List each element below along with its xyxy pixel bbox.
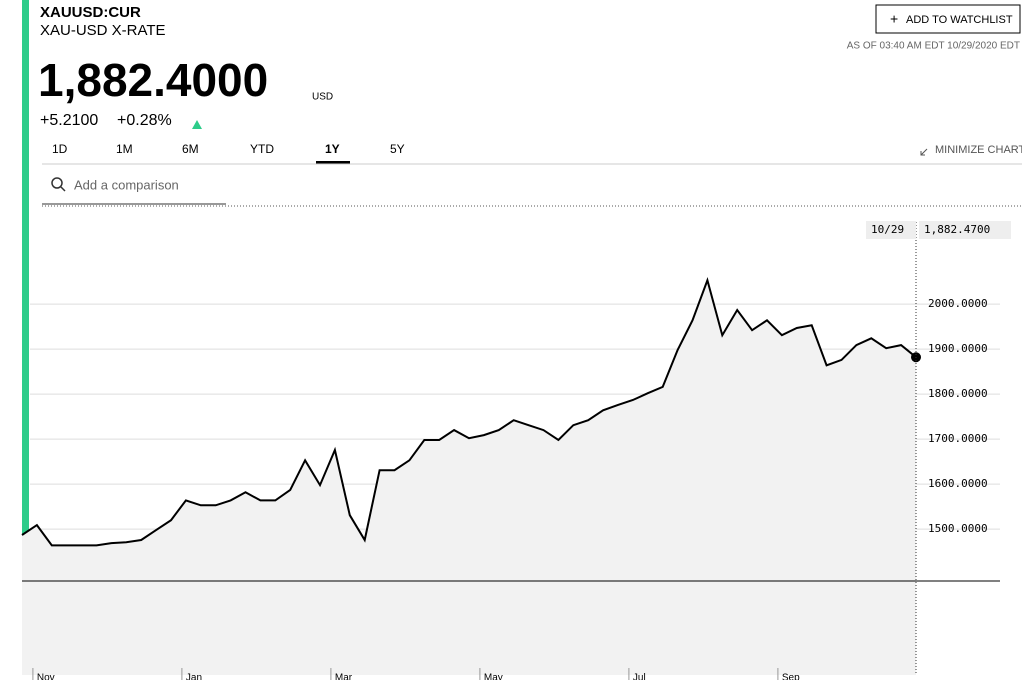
x-tick-label: May [484, 673, 503, 680]
change-percent: +0.28% [117, 112, 172, 129]
search-icon-handle [60, 186, 66, 192]
currency: USD [312, 92, 333, 103]
plot: BloombergMarkets1500.00001600.00001700.0… [21, 221, 1011, 680]
range-tab[interactable]: YTD [250, 142, 274, 156]
minimize-chart[interactable]: MINIMIZE CHART [935, 144, 1022, 156]
range-tab[interactable]: 1M [116, 142, 133, 156]
ticker: XAUUSD:CUR [40, 4, 141, 21]
watchlist-label: ADD TO WATCHLIST [906, 14, 1013, 26]
y-tick-label: 1600.0000 [928, 477, 988, 490]
search-icon [51, 177, 63, 189]
x-tick-label: Mar [335, 673, 353, 680]
y-tick-label: 1500.0000 [928, 522, 988, 535]
price-line [21, 277, 917, 547]
y-tick-label: 1800.0000 [928, 387, 988, 400]
range-tab[interactable]: 5Y [390, 142, 405, 156]
range-tabs: 1D 1M 6M YTD 1Y 5Y [52, 142, 405, 164]
x-tick-label: Nov [37, 673, 55, 680]
value-box [919, 221, 1011, 239]
last-value: 1,882.4700 [924, 223, 990, 236]
minimize-icon [920, 148, 928, 156]
instrument-name: XAU-USD X-RATE [40, 22, 166, 39]
accent-bar [22, 0, 29, 675]
x-tick-label: Jul [633, 673, 646, 680]
y-tick-label: 2000.0000 [928, 297, 988, 310]
range-underline [316, 161, 350, 164]
area [22, 280, 916, 675]
watchlist-button[interactable] [875, 4, 1021, 34]
y-tick-label: 1700.0000 [928, 432, 988, 445]
x-tick-label: Jan [186, 673, 202, 680]
comparison-input[interactable]: Add a comparison [74, 177, 179, 192]
last-date: 10/29 [871, 223, 904, 236]
range-tab[interactable]: 1D [52, 142, 68, 156]
range-tab[interactable]: 6M [182, 142, 199, 156]
price: 1,882.4000 [38, 54, 268, 106]
timestamp: AS OF 03:40 AM EDT 10/29/2020 EDT [847, 41, 1020, 52]
date-box [866, 221, 916, 239]
plus-icon: + [890, 11, 898, 27]
x-tick-label: Sep [782, 673, 800, 680]
up-arrow [192, 120, 202, 129]
y-tick-label: 1900.0000 [928, 342, 988, 355]
change: +5.2100 [40, 112, 98, 129]
range-tab[interactable]: 1Y [325, 142, 340, 156]
